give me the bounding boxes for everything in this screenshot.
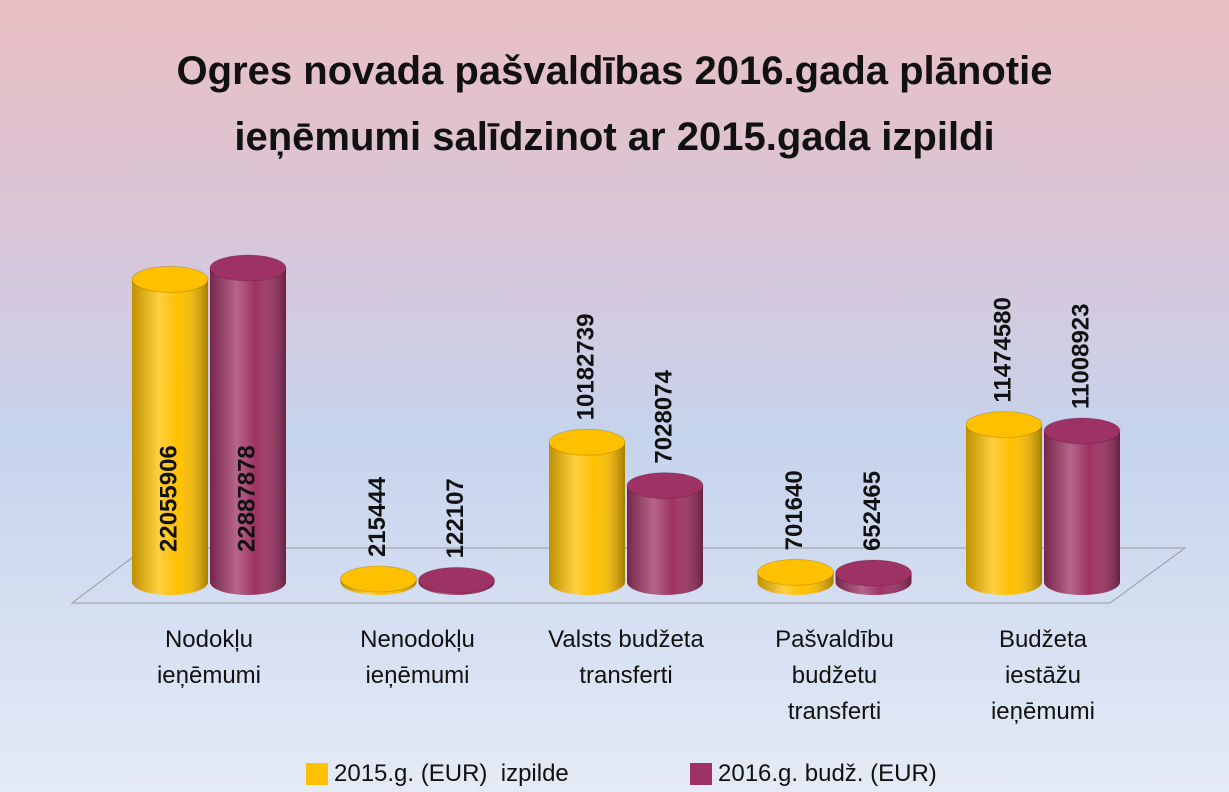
bar — [835, 559, 912, 596]
legend-swatch — [306, 763, 328, 785]
data-label: 22887878 — [233, 445, 260, 552]
chart-title: Ogres novada pašvaldības 2016.gada plāno… — [176, 49, 1053, 159]
bar — [340, 565, 417, 596]
legend-label: 2015.g. (EUR) izpilde — [334, 760, 569, 787]
bar-top — [548, 428, 626, 456]
data-label: 215444 — [364, 476, 391, 557]
bar — [965, 411, 1043, 595]
bar-top — [340, 565, 417, 593]
x-tick-label: Pašvaldību budžetu transferti — [775, 626, 894, 725]
data-label: 652465 — [859, 471, 886, 551]
legend-swatch — [690, 763, 712, 785]
bar — [757, 558, 834, 596]
bar-top — [757, 558, 834, 586]
data-label: 11474580 — [989, 297, 1016, 402]
bar-top — [131, 265, 209, 293]
data-label: 701640 — [781, 470, 808, 550]
bar-shade — [966, 424, 1042, 595]
bar — [131, 265, 209, 595]
floor — [70, 547, 1187, 604]
x-tick-label: Valsts budžeta transferti — [548, 626, 704, 689]
data-label: 7028074 — [650, 369, 677, 463]
bar-top — [965, 411, 1043, 439]
bar-top — [1043, 417, 1121, 445]
x-tick-label: Nodokļu ieņēmumi — [156, 626, 262, 689]
x-tick-label: Nenodokļu ieņēmumi — [360, 626, 475, 689]
data-label: 122107 — [442, 478, 469, 558]
bar-top — [835, 559, 912, 587]
bar-top — [209, 254, 287, 282]
x-tick-label: Budžeta iestāžu ieņēmumi — [990, 626, 1096, 725]
bar — [418, 566, 495, 596]
bar — [1043, 417, 1121, 595]
bar-top — [626, 472, 704, 500]
data-label: 11008923 — [1067, 303, 1094, 408]
legend-item: 2016.g. budž. (EUR) — [690, 760, 937, 788]
data-label: 22055906 — [155, 445, 182, 552]
legend-item: 2015.g. (EUR) izpilde — [306, 760, 569, 788]
data-label: 10182739 — [572, 314, 599, 421]
bar-top — [418, 566, 495, 594]
bar-shade — [549, 442, 625, 595]
bar — [548, 428, 626, 595]
bar — [209, 254, 287, 595]
bar-shade — [210, 268, 286, 595]
bar-shade — [132, 279, 208, 595]
bar-shade — [1044, 430, 1120, 595]
bar-shade — [627, 485, 703, 595]
bar — [626, 472, 704, 595]
legend-label: 2016.g. budž. (EUR) — [718, 760, 937, 787]
